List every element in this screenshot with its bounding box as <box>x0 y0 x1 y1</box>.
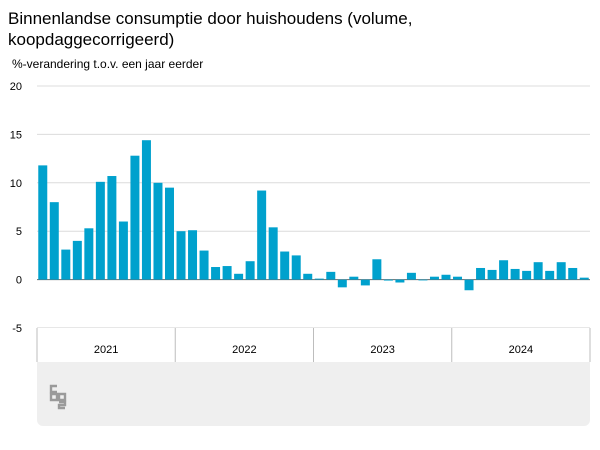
bar <box>257 190 267 280</box>
x-tick-label: 2024 <box>509 344 533 356</box>
bar <box>84 228 94 280</box>
bar <box>234 273 244 280</box>
bar <box>441 274 451 280</box>
footer-panel <box>37 362 590 426</box>
x-axis: 20212022202320242025 <box>36 327 591 362</box>
x-tick-label: 2022 <box>232 344 256 356</box>
bar <box>245 261 255 280</box>
bar <box>395 279 405 283</box>
y-axis-label: %-verandering t.o.v. een jaar eerder <box>12 57 204 71</box>
bar <box>291 255 301 280</box>
y-tick-label: 5 <box>16 226 22 238</box>
bar <box>268 227 278 280</box>
bars <box>38 140 589 291</box>
bar <box>49 202 59 280</box>
bar <box>418 279 428 281</box>
bar <box>453 276 463 280</box>
bar <box>429 276 439 280</box>
x-tick-label: 2023 <box>370 344 394 356</box>
bar <box>314 278 324 280</box>
bar <box>280 251 290 280</box>
bar <box>556 262 566 280</box>
bar <box>72 240 82 280</box>
bar <box>199 250 209 280</box>
bar <box>383 279 393 281</box>
bar <box>533 262 543 280</box>
bar <box>118 221 128 280</box>
cbs-logo-icon <box>49 384 67 410</box>
bar <box>579 277 589 280</box>
bar <box>499 260 509 280</box>
bar <box>337 279 347 288</box>
bar <box>372 259 382 280</box>
bar <box>165 187 174 280</box>
bar <box>545 270 555 280</box>
chart-title: Binnenlandse consumptie door huishoudens… <box>8 9 413 49</box>
x-tick-label: 2021 <box>94 344 118 356</box>
bar <box>38 165 48 280</box>
bar <box>487 269 497 280</box>
bar <box>95 181 105 280</box>
bar <box>107 176 117 280</box>
bar <box>303 273 313 280</box>
bar <box>61 249 71 280</box>
bar <box>522 270 532 280</box>
bar <box>568 267 578 280</box>
bar <box>211 267 221 280</box>
bar <box>349 276 359 280</box>
bar <box>130 155 140 280</box>
bar <box>476 267 486 280</box>
y-tick-label: 0 <box>16 275 22 287</box>
bar <box>464 279 474 291</box>
y-tick-label: 15 <box>10 129 22 141</box>
y-tick-label: 20 <box>10 81 22 93</box>
bar <box>326 271 336 280</box>
bar <box>406 272 416 280</box>
y-axis-ticks: 20 15 10 5 0 -5 <box>10 81 22 335</box>
bar <box>222 266 232 280</box>
bar <box>176 231 186 280</box>
y-tick-label: -5 <box>12 323 22 335</box>
gridlines <box>37 85 590 329</box>
bar <box>510 268 520 280</box>
bar <box>141 140 151 280</box>
bar <box>188 230 198 280</box>
bar <box>153 182 163 280</box>
y-tick-label: 10 <box>10 178 22 190</box>
bar <box>360 279 370 286</box>
